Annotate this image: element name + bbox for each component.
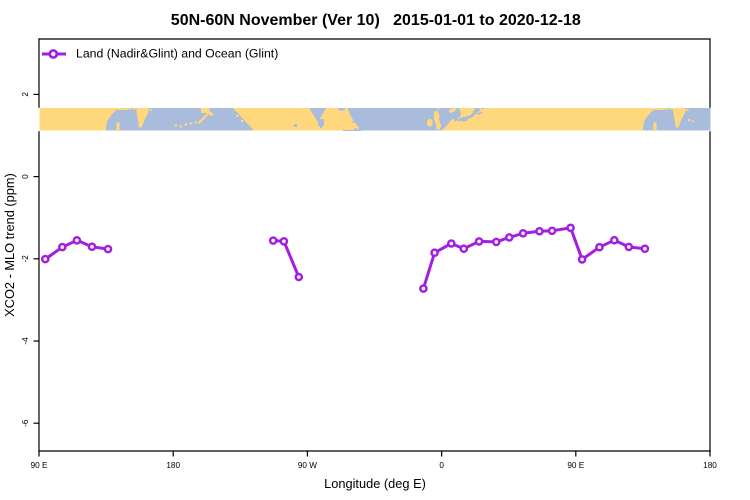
svg-text:XCO2 - MLO trend (ppm): XCO2 - MLO trend (ppm) [2, 173, 17, 317]
svg-text:50N-60N November (Ver 10) 20: 50N-60N November (Ver 10) 2015-01-01 to … [171, 12, 581, 29]
svg-text:-6: -6 [21, 419, 30, 427]
svg-text:2: 2 [21, 92, 30, 97]
svg-text:180: 180 [703, 461, 717, 470]
svg-text:-2: -2 [21, 255, 30, 263]
svg-text:90 E: 90 E [567, 461, 584, 470]
svg-text:90 W: 90 W [298, 461, 317, 470]
svg-text:90 E: 90 E [31, 461, 48, 470]
svg-text:Land (Nadir&Glint) and Ocean (: Land (Nadir&Glint) and Ocean (Glint) [76, 47, 278, 61]
svg-text:-4: -4 [21, 337, 30, 345]
svg-text:0: 0 [439, 461, 444, 470]
svg-text:0: 0 [21, 174, 30, 179]
svg-text:Longitude (deg E): Longitude (deg E) [324, 476, 426, 491]
svg-text:180: 180 [166, 461, 180, 470]
